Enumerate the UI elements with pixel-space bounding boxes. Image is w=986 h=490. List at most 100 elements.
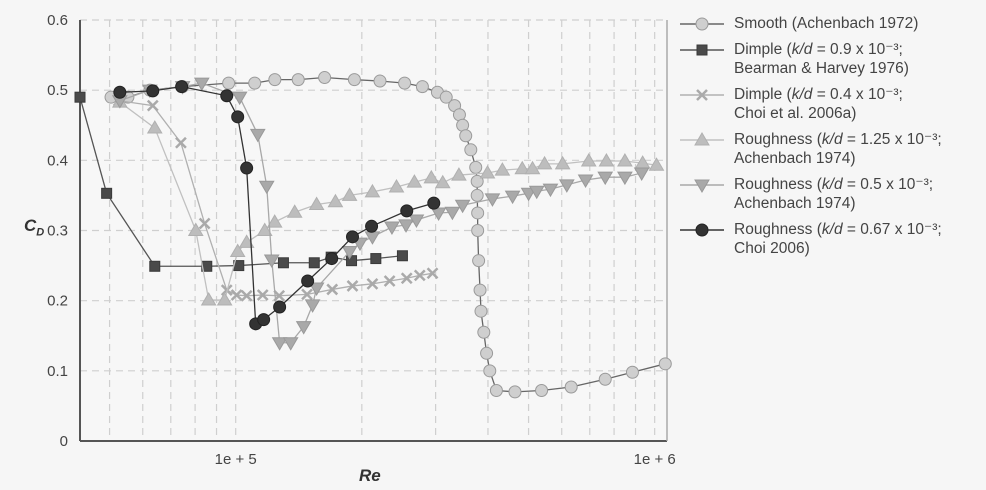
- data-point: [240, 161, 254, 175]
- data-point: [240, 289, 253, 302]
- y-axis-title: CD: [24, 216, 45, 239]
- legend-label-part: Roughness (: [734, 221, 822, 238]
- y-tick-label: 0.2: [47, 293, 68, 310]
- legend-label-part: k/d: [791, 86, 813, 103]
- legend-label-part: = 0.4 x 10⁻³;: [812, 86, 903, 103]
- data-point: [326, 283, 339, 296]
- data-point: [249, 128, 266, 143]
- data-point: [648, 157, 665, 171]
- legend-label-part: Roughness (: [734, 131, 822, 148]
- data-point: [633, 167, 650, 181]
- legend-label-part: k/d: [791, 41, 813, 58]
- data-point: [366, 277, 379, 290]
- legend-label-part: Dimple (: [734, 86, 792, 103]
- data-point: [346, 280, 359, 292]
- data-point: [113, 85, 127, 99]
- data-point: [271, 337, 288, 351]
- data-point: [277, 257, 289, 269]
- data-point: [388, 179, 405, 193]
- data-point: [471, 224, 485, 237]
- data-point: [480, 346, 494, 360]
- data-point: [524, 160, 541, 175]
- data-point: [617, 171, 633, 186]
- legend-circle-marker-icon: [680, 17, 724, 31]
- data-point: [415, 80, 429, 94]
- data-point: [286, 204, 303, 218]
- data-point: [398, 219, 414, 233]
- legend-marker: [694, 132, 710, 146]
- data-point: [406, 174, 423, 188]
- legend-label-line2: Bearman & Harvey 1976): [734, 60, 909, 77]
- data-point: [400, 272, 413, 285]
- data-point: [198, 217, 211, 230]
- legend: Smooth (Achenbach 1972) Dimple (k/d = 0.9…: [676, 14, 981, 265]
- data-point: [504, 190, 521, 205]
- data-point: [396, 250, 408, 262]
- data-point: [408, 214, 425, 228]
- series-0: [104, 71, 672, 399]
- data-point: [383, 275, 396, 287]
- data-point: [222, 76, 236, 90]
- data-point: [451, 167, 467, 181]
- data-point: [598, 372, 612, 386]
- data-point: [483, 364, 497, 378]
- data-point: [256, 222, 273, 236]
- data-point: [301, 288, 313, 301]
- data-point: [74, 91, 86, 103]
- data-point: [508, 385, 522, 399]
- data-point: [256, 289, 269, 301]
- data-point: [514, 160, 531, 175]
- legend-label-part: = 0.9 x 10⁻³;: [812, 41, 903, 58]
- data-point: [413, 269, 426, 282]
- legend-label-part: k/d: [821, 176, 843, 193]
- legend-item: Smooth (Achenbach 1972): [676, 14, 981, 33]
- data-point: [364, 183, 381, 198]
- data-point: [175, 80, 189, 94]
- data-point: [257, 313, 271, 327]
- y-tick-label: 0.5: [47, 82, 68, 99]
- x-tick-label: 1e + 5: [215, 451, 257, 468]
- data-point: [291, 73, 305, 87]
- legend-label-part: Smooth (Achenbach 1972): [734, 15, 919, 32]
- legend-marker: [696, 44, 708, 56]
- data-point: [464, 143, 478, 157]
- y-tick-label: 0.3: [47, 223, 68, 240]
- legend-item: Roughness (k/d = 0.67 x 10⁻³; Choi 2006): [676, 220, 981, 258]
- data-point: [398, 76, 412, 90]
- data-point: [308, 257, 320, 269]
- legend-item: Roughness (k/d = 1.25 x 10⁻³; Achenbach 1…: [676, 130, 981, 168]
- legend-label-part: k/d: [821, 131, 843, 148]
- legend-label-line2: Choi et al. 2006a): [734, 105, 857, 122]
- legend-item: Dimple (k/d = 0.9 x 10⁻³; Bearman & Harve…: [676, 40, 981, 78]
- legend-label-part: = 0.67 x 10⁻³;: [842, 221, 942, 238]
- data-point: [598, 153, 615, 167]
- data-point: [489, 383, 503, 397]
- legend-marker: [696, 89, 708, 101]
- data-point: [528, 185, 545, 200]
- data-point: [346, 255, 358, 267]
- legend-label-part: Roughness (: [734, 176, 822, 193]
- data-point: [146, 120, 163, 134]
- data-point: [187, 222, 204, 236]
- data-point: [427, 196, 441, 210]
- data-point: [469, 160, 483, 174]
- data-point: [400, 204, 414, 218]
- legend-item: Dimple (k/d = 0.4 x 10⁻³; Choi et al. 200…: [676, 85, 981, 123]
- data-point: [146, 99, 159, 112]
- data-point: [373, 74, 387, 88]
- data-point: [149, 260, 161, 272]
- legend-label-line2: Achenbach 1974): [734, 150, 856, 167]
- data-point: [341, 246, 358, 260]
- data-point: [231, 91, 248, 106]
- data-point: [542, 183, 559, 198]
- legend-marker: [694, 179, 710, 193]
- data-point: [327, 193, 344, 208]
- data-point: [434, 174, 451, 189]
- legend-label-part: k/d: [821, 221, 843, 238]
- data-point: [597, 171, 614, 186]
- data-point: [370, 253, 382, 265]
- data-point: [193, 77, 210, 92]
- data-point: [430, 207, 447, 221]
- legend-square-marker-icon: [680, 44, 724, 56]
- data-point: [474, 304, 488, 318]
